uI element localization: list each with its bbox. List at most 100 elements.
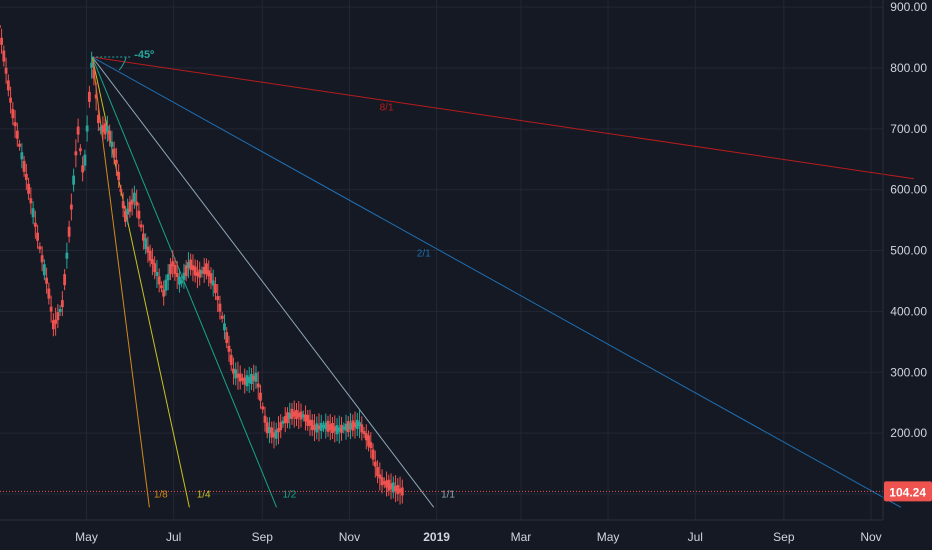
candle-body <box>85 125 89 132</box>
candle-body <box>142 233 145 241</box>
candle-body <box>315 423 319 433</box>
angle-label: -45º <box>134 49 154 61</box>
candle-body <box>200 270 204 274</box>
last-price-badge: 104.24 <box>884 481 932 502</box>
candle-body <box>346 421 350 433</box>
candle-body <box>101 125 105 133</box>
x-tick-label: Jul <box>166 530 181 544</box>
candle-body <box>252 375 256 381</box>
x-tick-label: Mar <box>511 530 532 544</box>
candle-body <box>4 67 8 74</box>
candle-body <box>110 141 114 147</box>
candle-body <box>151 259 154 265</box>
candle-body <box>189 259 193 270</box>
price-series <box>0 25 404 505</box>
candle-body <box>87 91 91 102</box>
candle-body <box>261 406 265 410</box>
candle-body <box>191 265 195 271</box>
candle-body <box>155 271 159 276</box>
candle-body <box>236 373 240 378</box>
candle-body <box>385 480 388 488</box>
candle-body <box>256 383 260 388</box>
candle-body <box>281 420 285 424</box>
gann-fan-line[interactable] <box>91 56 435 508</box>
gann-fan-line[interactable] <box>91 56 902 508</box>
candle-body <box>103 123 107 135</box>
candle-body <box>11 109 15 119</box>
candle-body <box>2 50 6 62</box>
candle-body <box>358 422 361 427</box>
candle-body <box>391 482 395 493</box>
candle-body <box>232 368 235 374</box>
x-tick-label: 2019 <box>423 530 450 544</box>
candle-body <box>18 143 21 147</box>
y-tick-label: 800.00 <box>890 61 927 75</box>
candle-body <box>299 411 303 420</box>
gann-fan-label: 1/1 <box>441 490 455 501</box>
candle-body <box>36 232 40 241</box>
candle-body <box>105 125 109 132</box>
candle-body <box>250 374 253 385</box>
candle-body <box>211 280 215 286</box>
candle-body <box>15 130 19 139</box>
candle-body <box>306 414 310 426</box>
candle-body <box>225 332 229 344</box>
candle-body <box>382 481 386 485</box>
y-axis[interactable]: 200.00 300.00 400.00 500.00 600.00 700.00 800.… <box>890 0 927 440</box>
candle-body <box>117 171 121 180</box>
candle-body <box>112 148 116 158</box>
candle-body <box>295 410 298 420</box>
candle-body <box>326 420 330 432</box>
candle-body <box>146 246 150 253</box>
candle-body <box>27 183 30 194</box>
candle-body <box>54 319 58 324</box>
candle-body <box>274 429 278 439</box>
last-price-badge-bg <box>884 481 932 502</box>
candle-body <box>22 160 26 172</box>
candle-body <box>369 442 373 449</box>
candle-body <box>164 279 168 291</box>
candle-body <box>175 272 179 277</box>
gann-fan-line[interactable] <box>92 56 914 180</box>
y-tick-label: 200.00 <box>890 426 927 440</box>
gann-fan-label: 1/8 <box>154 490 168 501</box>
candle-body <box>205 263 208 275</box>
candle-body <box>268 427 271 434</box>
candle-body <box>331 423 334 434</box>
candle-body <box>292 411 296 417</box>
candle-body <box>67 226 71 237</box>
candle-body <box>6 80 10 91</box>
candle-body <box>187 262 190 269</box>
candle-body <box>128 201 132 212</box>
candle-body <box>310 420 314 431</box>
candle-body <box>78 148 82 152</box>
y-tick-label: 600.00 <box>890 183 927 197</box>
candle-body <box>126 208 130 215</box>
candle-body <box>173 264 177 274</box>
candle-body <box>270 427 274 438</box>
candle-body <box>364 433 368 441</box>
candle-body <box>216 296 220 301</box>
candle-body <box>301 414 305 418</box>
candle-body <box>209 273 213 284</box>
candle-body <box>148 250 152 261</box>
candle-body <box>31 208 35 218</box>
x-tick-label: Jul <box>688 530 703 544</box>
candle-body <box>90 62 94 68</box>
candle-body <box>63 274 67 286</box>
candle-body <box>119 188 123 192</box>
candle-body <box>139 224 143 228</box>
candle-body <box>99 127 103 131</box>
candle-body <box>254 372 258 382</box>
candle-body <box>317 425 321 430</box>
candle-body <box>245 375 249 387</box>
candle-body <box>51 320 55 330</box>
candle-body <box>60 300 64 308</box>
candle-body <box>227 345 231 352</box>
x-axis[interactable]: May Jul Sep Nov 2019 Mar May Jul Sep Nov <box>75 530 882 544</box>
candle-body <box>283 416 287 424</box>
candle-body <box>214 284 217 294</box>
gann-fan-label: 1/2 <box>282 490 296 501</box>
